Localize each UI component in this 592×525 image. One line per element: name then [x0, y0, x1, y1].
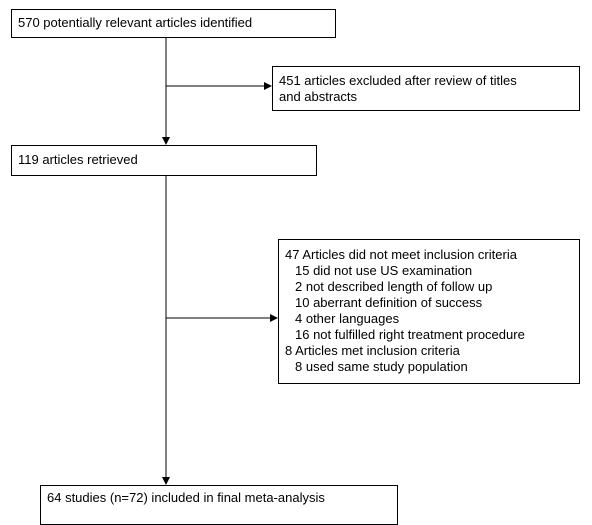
- reason-wrong-treatment-procedure: 16 not fulfilled right treatment procedu…: [295, 327, 525, 342]
- retrieved-text: 119 articles retrieved: [18, 152, 138, 167]
- included-text: 64 studies (n=72) included in final meta…: [47, 490, 325, 505]
- box-exclusion-criteria: 47 Articles did not meet inclusion crite…: [278, 239, 580, 384]
- reason-no-us-examination: 15 did not use US examination: [295, 263, 473, 278]
- not-meet-criteria: 47 Articles did not meet inclusion crite…: [285, 247, 517, 262]
- reason-no-follow-up-length: 2 not described length of follow up: [295, 279, 493, 294]
- reason-other-languages: 4 other languages: [295, 311, 400, 326]
- excluded-titles-line1: 451 articles excluded after review of ti…: [279, 73, 517, 88]
- excluded-titles-line2: and abstracts: [279, 89, 358, 104]
- identified-text: 570 potentially relevant articles identi…: [18, 15, 253, 30]
- box-identified: 570 potentially relevant articles identi…: [11, 9, 336, 38]
- met-criteria: 8 Articles met inclusion criteria: [285, 343, 460, 358]
- reason-aberrant-success-definition: 10 aberrant definition of success: [295, 295, 483, 310]
- flowchart-connectors: [162, 37, 278, 485]
- box-included: 64 studies (n=72) included in final meta…: [40, 485, 398, 525]
- reason-same-study-population: 8 used same study population: [295, 359, 468, 374]
- box-excluded-titles-abstracts: 451 articles excluded after review of ti…: [272, 66, 580, 111]
- box-retrieved: 119 articles retrieved: [11, 145, 317, 176]
